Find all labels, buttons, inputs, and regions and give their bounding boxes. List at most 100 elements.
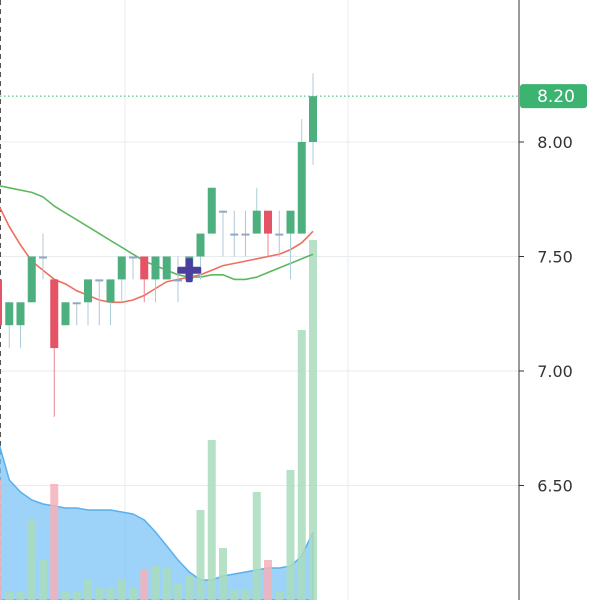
volume-bar	[50, 484, 59, 600]
volume-bar	[252, 492, 261, 600]
candle[interactable]	[241, 210, 250, 257]
volume-bar	[72, 592, 81, 600]
volume-average-area	[0, 444, 314, 601]
volume-bar	[275, 592, 284, 600]
candle[interactable]	[117, 256, 126, 303]
volume-bar	[27, 520, 36, 600]
candle[interactable]	[275, 210, 284, 257]
signal-cross-marker[interactable]	[177, 258, 202, 283]
candle-body	[241, 233, 250, 236]
candle-body	[151, 256, 160, 280]
candle[interactable]	[84, 279, 92, 326]
candle[interactable]	[16, 302, 25, 349]
candle-body	[219, 210, 227, 213]
volume-bar	[196, 510, 205, 600]
candle-body	[252, 210, 261, 234]
signal-markers	[177, 258, 202, 283]
candle[interactable]	[309, 73, 317, 165]
candle[interactable]	[5, 302, 14, 349]
candle-body	[84, 279, 92, 303]
candle[interactable]	[230, 210, 239, 257]
candle-body	[174, 279, 182, 282]
candle-body	[162, 256, 171, 280]
candle-body	[61, 302, 70, 326]
candle[interactable]	[0, 279, 2, 348]
volume-bar	[95, 588, 104, 600]
candle-body	[16, 302, 25, 326]
last-price-tag: 8.20	[520, 84, 587, 109]
volume-bar	[39, 560, 47, 600]
volume-bar	[174, 584, 182, 600]
moving-averages	[0, 185, 314, 304]
candle-body	[196, 233, 205, 257]
volume-bar	[151, 566, 160, 600]
price-axis[interactable]: 8.00 7.50 7.00 6.50 8.20	[518, 0, 587, 600]
candle[interactable]	[61, 302, 70, 326]
volume-bar	[241, 590, 250, 600]
candle[interactable]	[264, 210, 272, 257]
price-axis-tick-label: 6.50	[537, 476, 573, 495]
candle[interactable]	[174, 256, 182, 303]
volume-bar	[129, 588, 137, 600]
candle[interactable]	[207, 187, 216, 234]
volume-pane	[0, 240, 317, 601]
candle[interactable]	[219, 210, 227, 257]
candle-body	[95, 279, 104, 282]
candle[interactable]	[151, 256, 160, 303]
candle[interactable]	[27, 256, 36, 303]
candle-body	[50, 279, 59, 349]
volume-bar	[5, 592, 14, 600]
candle-body	[117, 256, 126, 280]
volume-bar	[264, 560, 272, 600]
candle-body	[27, 256, 36, 303]
volume-bar	[0, 480, 2, 600]
candle-body	[129, 256, 137, 259]
candle[interactable]	[297, 119, 306, 234]
volume-bar	[297, 330, 306, 600]
volume-bar	[106, 588, 115, 600]
volume-bar	[309, 240, 317, 600]
candle-body	[286, 210, 295, 234]
last-price-tag-background	[520, 84, 587, 109]
candle[interactable]	[286, 210, 295, 280]
candle[interactable]	[50, 279, 59, 417]
candle[interactable]	[252, 187, 261, 234]
volume-bar	[140, 570, 149, 600]
candle-body	[309, 96, 317, 142]
volume-bar	[117, 580, 126, 600]
candle[interactable]	[95, 279, 104, 326]
candle[interactable]	[162, 256, 171, 280]
cross-marker-vertical	[185, 258, 193, 283]
candles	[0, 73, 317, 417]
volume-bar	[219, 548, 227, 600]
candle-body	[207, 187, 216, 234]
candle-body	[140, 256, 149, 280]
candle-body	[5, 302, 14, 326]
candle[interactable]	[106, 279, 115, 326]
candle[interactable]	[72, 302, 81, 326]
candle-body	[0, 279, 2, 326]
candle[interactable]	[140, 256, 149, 303]
volume-bar	[84, 580, 92, 600]
volume-bar	[230, 590, 239, 600]
last-price-tag-label: 8.20	[537, 87, 575, 107]
volume-bar	[207, 440, 216, 600]
candle-body	[39, 256, 47, 259]
price-axis-tick-label: 7.50	[537, 247, 573, 266]
candle-body	[72, 302, 81, 305]
volume-bar	[16, 592, 25, 600]
candle-body	[264, 210, 272, 234]
volume-bar	[185, 576, 194, 600]
volume-bar	[61, 592, 70, 600]
candle-body	[275, 233, 284, 236]
candle-body	[297, 141, 306, 234]
candle-body	[230, 233, 239, 236]
price-axis-tick-label: 7.00	[537, 362, 573, 381]
volume-bar	[162, 568, 171, 600]
volume-bar	[286, 470, 295, 600]
candle[interactable]	[39, 233, 47, 280]
candle-body	[106, 279, 115, 303]
candle[interactable]	[129, 256, 137, 280]
